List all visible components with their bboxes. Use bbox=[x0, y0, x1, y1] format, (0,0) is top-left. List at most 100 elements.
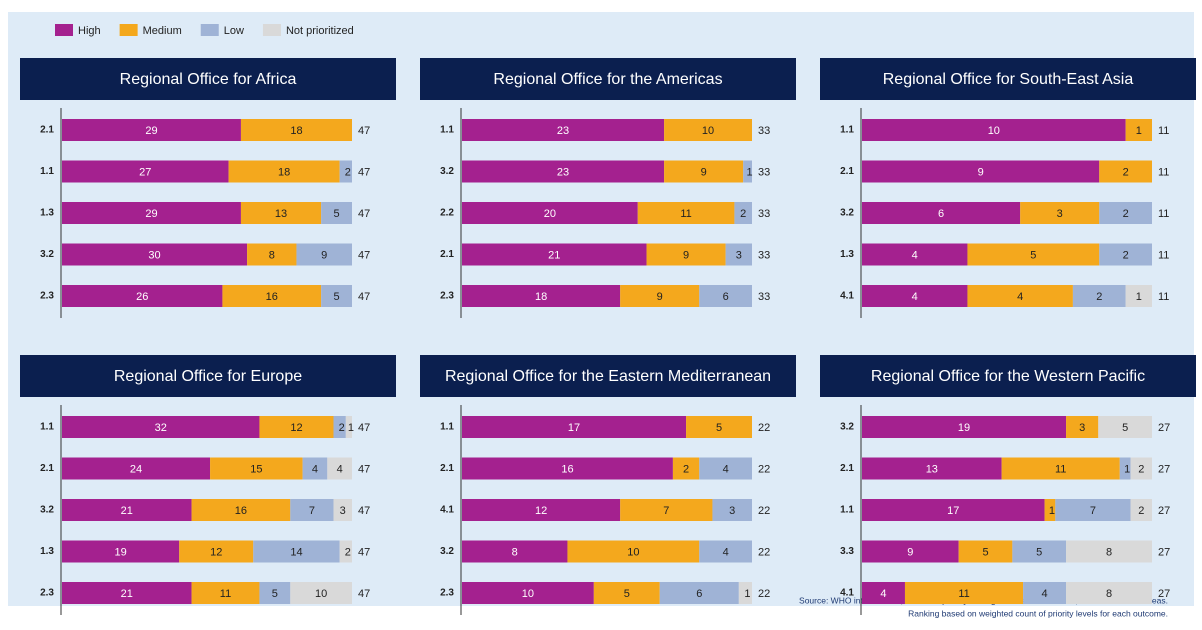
category-label: 3.2 bbox=[40, 505, 54, 516]
bar-value-label: 1 bbox=[747, 166, 753, 178]
category-label: 3.2 bbox=[440, 166, 454, 177]
bar-value-label: 4 bbox=[337, 463, 343, 475]
bar-value-label: 11 bbox=[680, 208, 691, 220]
total-label: 11 bbox=[1158, 166, 1169, 178]
bar-segment bbox=[62, 582, 192, 604]
total-label: 33 bbox=[758, 291, 770, 303]
legend-swatch bbox=[55, 24, 73, 36]
legend-label: Medium bbox=[143, 25, 182, 37]
panel-header bbox=[20, 355, 396, 397]
bar-value-label: 12 bbox=[290, 422, 302, 434]
bar-value-label: 3 bbox=[1079, 422, 1085, 434]
bar-segment bbox=[620, 285, 700, 307]
category-label: 4.1 bbox=[840, 291, 854, 302]
total-label: 22 bbox=[758, 588, 770, 600]
bar-segment bbox=[228, 160, 340, 183]
bar-segment bbox=[1020, 202, 1100, 224]
bar-segment bbox=[738, 582, 752, 604]
bar-segment bbox=[1055, 499, 1131, 521]
panel-header bbox=[420, 355, 796, 397]
bar-segment bbox=[1130, 499, 1152, 521]
bar-segment bbox=[1130, 457, 1152, 480]
bar-segment bbox=[462, 416, 687, 438]
bar-value-label: 7 bbox=[1090, 505, 1096, 517]
bar-segment bbox=[240, 202, 322, 224]
bar-segment bbox=[1001, 457, 1120, 480]
bar-value-label: 10 bbox=[627, 546, 639, 558]
total-label: 27 bbox=[1158, 546, 1170, 558]
bar-value-label: 10 bbox=[988, 125, 1000, 137]
bar-value-label: 2 bbox=[339, 422, 345, 434]
legend-swatch bbox=[200, 24, 219, 36]
bar-segment bbox=[321, 202, 352, 224]
panel-title: Regional Office for the Western Pacific bbox=[871, 368, 1145, 385]
bar-value-label: 3 bbox=[1057, 208, 1063, 220]
bar-segment bbox=[345, 416, 352, 438]
bar-segment bbox=[290, 499, 334, 521]
category-label: 2.1 bbox=[440, 249, 454, 260]
bar-value-label: 5 bbox=[1030, 249, 1036, 261]
bar-value-label: 20 bbox=[544, 208, 556, 220]
bar-value-label: 11 bbox=[1055, 463, 1066, 475]
bar-value-label: 3 bbox=[729, 505, 735, 517]
category-label: 3.2 bbox=[40, 249, 54, 260]
bar-segment bbox=[462, 457, 673, 480]
panel-title: Regional Office for Europe bbox=[114, 368, 302, 385]
total-label: 47 bbox=[358, 505, 370, 517]
bar-value-label: 3 bbox=[736, 249, 742, 261]
bar-segment bbox=[1098, 416, 1152, 438]
bar-segment bbox=[339, 160, 352, 183]
bar-segment bbox=[62, 416, 260, 438]
total-label: 33 bbox=[758, 125, 770, 137]
bar-value-label: 16 bbox=[561, 463, 573, 475]
bar-value-label: 18 bbox=[535, 291, 547, 303]
category-label: 2.3 bbox=[440, 588, 454, 599]
bar-value-label: 4 bbox=[723, 546, 729, 558]
bar-value-label: 9 bbox=[321, 249, 327, 261]
bar-value-label: 9 bbox=[978, 166, 984, 178]
bar-segment bbox=[62, 457, 211, 480]
bar-value-label: 24 bbox=[130, 463, 142, 475]
bar-value-label: 2 bbox=[1096, 291, 1102, 303]
bar-segment bbox=[253, 540, 340, 563]
bar-segment bbox=[567, 540, 700, 563]
bar-segment bbox=[333, 499, 352, 521]
bar-value-label: 2 bbox=[1123, 249, 1129, 261]
total-label: 33 bbox=[758, 166, 770, 178]
bar-value-label: 21 bbox=[548, 249, 560, 261]
total-label: 47 bbox=[358, 125, 370, 137]
bar-segment bbox=[1072, 285, 1126, 307]
bar-value-label: 8 bbox=[1106, 588, 1112, 600]
bar-segment bbox=[646, 243, 726, 266]
bar-value-label: 23 bbox=[557, 125, 569, 137]
bar-value-label: 1 bbox=[1049, 505, 1055, 517]
bar-segment bbox=[862, 202, 1021, 224]
category-label: 1.3 bbox=[840, 249, 854, 260]
bar-value-label: 4 bbox=[1017, 291, 1023, 303]
bar-segment bbox=[1066, 416, 1099, 438]
bar-value-label: 1 bbox=[1136, 291, 1142, 303]
bar-segment bbox=[686, 416, 752, 438]
panel-header bbox=[20, 58, 396, 100]
bar-segment bbox=[725, 243, 752, 266]
bar-segment bbox=[62, 499, 192, 521]
bar-value-label: 14 bbox=[290, 546, 302, 558]
total-label: 47 bbox=[358, 291, 370, 303]
total-label: 27 bbox=[1158, 422, 1170, 434]
bar-segment bbox=[462, 243, 647, 266]
panel-header bbox=[420, 58, 796, 100]
total-label: 33 bbox=[758, 249, 770, 261]
category-label: 2.1 bbox=[40, 463, 54, 474]
bar-value-label: 4 bbox=[723, 463, 729, 475]
bar-segment bbox=[862, 457, 1002, 480]
bar-value-label: 30 bbox=[148, 249, 160, 261]
bar-value-label: 8 bbox=[269, 249, 275, 261]
category-label: 2.3 bbox=[40, 588, 54, 599]
bar-segment bbox=[462, 285, 621, 307]
bar-value-label: 5 bbox=[982, 546, 988, 558]
bar-segment bbox=[1012, 540, 1067, 563]
bar-segment bbox=[462, 499, 621, 521]
bar-segment bbox=[659, 582, 739, 604]
total-label: 27 bbox=[1158, 463, 1170, 475]
bar-segment bbox=[664, 160, 744, 183]
